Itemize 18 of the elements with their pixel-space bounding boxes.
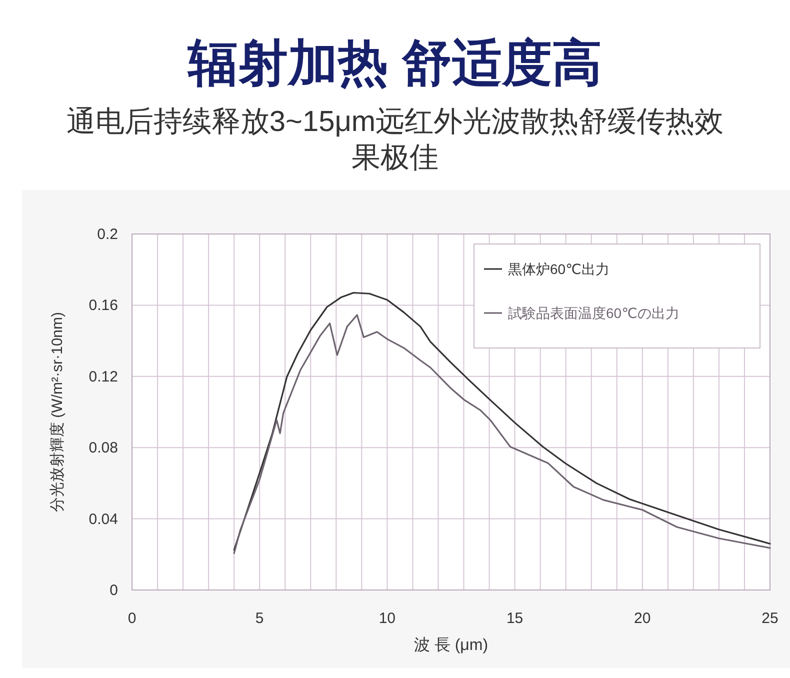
y-tick-label: 0.2 — [97, 226, 118, 243]
x-tick-label: 15 — [506, 610, 524, 627]
x-tick-label: 10 — [378, 610, 396, 627]
legend-label: 試験品表面温度60℃の出力 — [508, 305, 680, 321]
chart-title: 辐射加热 舒适度高 — [187, 35, 602, 91]
y-tick-label: 0.16 — [88, 297, 118, 314]
x-tick-label: 25 — [762, 610, 778, 627]
x-axis-title: 波 長 (μm) — [414, 636, 488, 654]
y-axis-title: 分光放射輝度 (W/m²·sr·10nm) — [49, 312, 66, 512]
y-tick-label: 0.08 — [88, 440, 118, 457]
x-tick-label: 0 — [128, 610, 136, 627]
x-tick-label: 5 — [255, 610, 264, 627]
x-tick-label: 20 — [634, 610, 651, 627]
legend-label: 黒体炉60℃出力 — [508, 261, 610, 277]
chart-subtitle: 通电后持续释放3~15μm远红外光波散热舒缓传热效果极佳 — [65, 105, 725, 176]
y-tick-label: 0.04 — [88, 510, 118, 528]
y-tick-label: 0 — [110, 582, 118, 599]
y-tick-label: 0.12 — [88, 368, 118, 386]
